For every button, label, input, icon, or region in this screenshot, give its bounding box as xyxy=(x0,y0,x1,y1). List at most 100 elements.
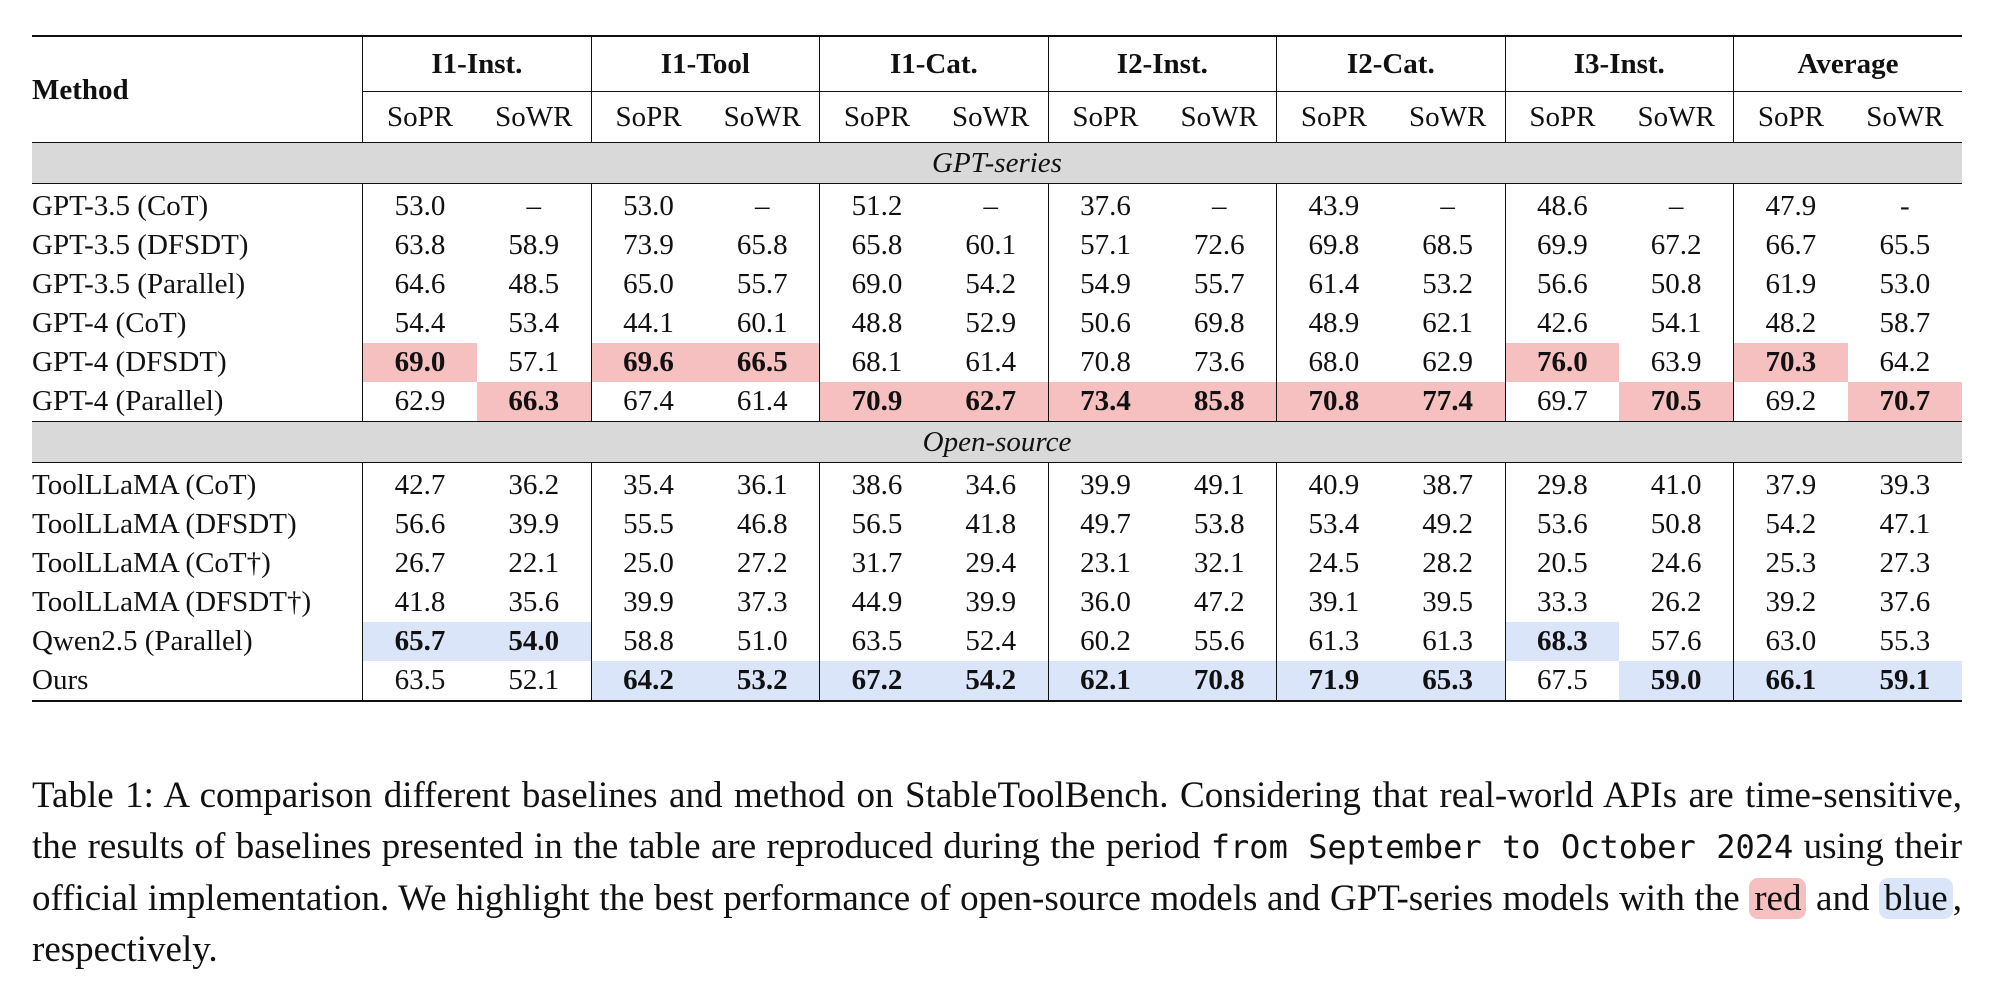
group-header-row: Method I1-Inst. I1-Tool I1-Cat. I2-Inst. I2-… xyxy=(32,35,1962,143)
value-cell-i2-cat-sopr: 40.9 xyxy=(1276,462,1391,505)
value-cell-i1-inst-sowr: 54.0 xyxy=(476,622,592,661)
value-cell-average-sowr: 70.7 xyxy=(1847,382,1962,422)
value-cell-i1-cat-sowr: 54.2 xyxy=(933,661,1049,702)
table-body: GPT-series GPT-3.5 (CoT) 53.0–53.0–51.2–37… xyxy=(32,142,1962,702)
metric-header-i3-inst-sopr: SoPR xyxy=(1504,91,1620,143)
value-cell-i1-tool-sopr: 35.4 xyxy=(590,462,706,505)
value-cell-i2-cat-sopr: 24.5 xyxy=(1276,544,1391,583)
value-cell-i3-inst-sowr: 57.6 xyxy=(1650,625,1702,657)
metric-header-i2-cat-sowr: SoWR xyxy=(1409,101,1487,133)
value-cell-i2-cat-sopr: 61.3 xyxy=(1276,622,1391,661)
table-row: GPT-4 (DFSDT) 69.0 57.1 69.6 66.5 68.1 61.4 70.… xyxy=(32,343,1962,382)
value-cell-i2-inst-sopr: 23.1 xyxy=(1047,544,1163,583)
table-row: GPT-3.5 (CoT) 53.0–53.0–51.2–37.6–43.9–48… xyxy=(32,183,1962,226)
value-cell-i1-cat-sopr: 68.1 xyxy=(819,343,934,382)
value-cell-i1-cat-sopr: 48.8 xyxy=(819,304,934,343)
value-cell-i2-cat-sopr: 70.8 xyxy=(1276,382,1391,422)
value-cell-i1-cat-sopr: 70.9 xyxy=(819,382,934,422)
value-cell-i3-inst-sowr: 63.9 xyxy=(1650,346,1702,378)
value-cell-i2-inst-sowr: 73.6 xyxy=(1193,346,1245,378)
value-cell-i2-cat-sowr: – xyxy=(1440,190,1455,222)
table-row: GPT-4 (CoT) 54.4 53.4 44.1 60.1 48.8 52.9 50.6 6… xyxy=(32,304,1962,343)
value-cell-i2-inst-sowr: 53.8 xyxy=(1193,508,1245,540)
group-header-average: Average xyxy=(1733,35,1962,92)
value-cell-i2-inst-sopr: 70.8 xyxy=(1047,343,1163,382)
value-cell-i3-inst-sopr: 53.6 xyxy=(1504,505,1620,544)
value-cell-i1-tool-sopr: 65.0 xyxy=(590,265,706,304)
value-cell-i2-cat-sowr: 39.5 xyxy=(1422,586,1474,618)
value-cell-i3-inst-sopr: 29.8 xyxy=(1504,462,1620,505)
metric-header-i1-cat-sowr: SoWR xyxy=(952,101,1030,133)
value-cell-i1-inst-sopr: 53.0 xyxy=(362,183,477,226)
value-cell-average-sowr: 64.2 xyxy=(1879,346,1931,378)
value-cell-average-sopr: 69.2 xyxy=(1733,382,1848,422)
value-cell-i1-cat-sopr: 51.2 xyxy=(819,183,934,226)
value-cell-i2-cat-sowr: 61.3 xyxy=(1422,625,1474,657)
value-cell-i3-inst-sopr: 42.6 xyxy=(1504,304,1620,343)
value-cell-average-sopr: 47.9 xyxy=(1733,183,1848,226)
value-cell-i1-tool-sowr: 61.4 xyxy=(736,385,788,417)
caption-red-swatch: red xyxy=(1749,878,1807,919)
value-cell-i2-inst-sopr: 57.1 xyxy=(1047,226,1163,265)
value-cell-i1-cat-sopr: 69.0 xyxy=(819,265,934,304)
value-cell-i3-inst-sowr: 26.2 xyxy=(1650,586,1702,618)
value-cell-i1-inst-sowr: 22.1 xyxy=(508,547,560,579)
value-cell-i1-inst-sopr: 63.5 xyxy=(362,661,477,702)
value-cell-i1-tool-sopr: 44.1 xyxy=(590,304,706,343)
group-header-i1-cat: I1-Cat. xyxy=(819,35,1049,92)
metric-header-i2-cat-sopr: SoPR xyxy=(1276,91,1391,143)
value-cell-i1-tool-sopr: 73.9 xyxy=(590,226,706,265)
value-cell-i2-cat-sowr: 62.1 xyxy=(1422,307,1474,339)
method-cell: ToolLLaMA (CoT†) xyxy=(32,544,364,583)
value-cell-i1-cat-sowr: – xyxy=(983,190,998,222)
value-cell-average-sowr: 37.6 xyxy=(1879,586,1931,618)
section-title: Open-source xyxy=(32,421,1962,463)
value-cell-i1-cat-sowr: 62.7 xyxy=(933,382,1049,422)
results-table-container: Method I1-Inst. I1-Tool I1-Cat. I2-Inst. I2-… xyxy=(32,35,1962,702)
value-cell-i2-cat-sopr: 69.8 xyxy=(1276,226,1391,265)
value-cell-i2-inst-sowr: – xyxy=(1211,190,1227,222)
value-cell-i1-inst-sowr: 48.5 xyxy=(508,268,560,300)
value-cell-i1-inst-sowr: 36.2 xyxy=(508,469,560,501)
value-cell-i1-tool-sowr: 55.7 xyxy=(736,268,788,300)
value-cell-i1-cat-sowr: 61.4 xyxy=(965,346,1017,378)
section-title: GPT-series xyxy=(32,142,1962,184)
results-table: Method I1-Inst. I1-Tool I1-Cat. I2-Inst. I2-… xyxy=(32,35,1962,702)
value-cell-i2-inst-sopr: 36.0 xyxy=(1047,583,1163,622)
value-cell-i1-tool-sowr: 51.0 xyxy=(736,625,788,657)
value-cell-average-sopr: 54.2 xyxy=(1733,505,1848,544)
value-cell-average-sowr: 55.3 xyxy=(1879,625,1931,657)
value-cell-i1-tool-sopr: 39.9 xyxy=(590,583,706,622)
caption-blue-swatch: blue xyxy=(1879,878,1953,919)
value-cell-i3-inst-sopr: 20.5 xyxy=(1504,544,1620,583)
table-row: ToolLLaMA (CoT) 42.7 36.2 35.4 36.1 38.6 34.6 3… xyxy=(32,462,1962,505)
table-row: GPT-3.5 (Parallel) 64.6 48.5 65.0 55.7 69.0 54… xyxy=(32,265,1962,304)
value-cell-i1-cat-sopr: 44.9 xyxy=(819,583,934,622)
value-cell-i2-inst-sopr: 60.2 xyxy=(1047,622,1163,661)
table-row: ToolLLaMA (CoT†) 26.7 22.1 25.0 27.2 31.7 29.4… xyxy=(32,544,1962,583)
value-cell-i1-inst-sopr: 42.7 xyxy=(362,462,477,505)
metric-header-i3-inst-sowr: SoWR xyxy=(1637,101,1715,133)
value-cell-i1-tool-sopr: 69.6 xyxy=(590,343,706,382)
group-header-i1-tool: I1-Tool xyxy=(590,35,820,92)
value-cell-i2-inst-sowr: 55.6 xyxy=(1193,625,1245,657)
value-cell-i3-inst-sopr: 33.3 xyxy=(1504,583,1620,622)
value-cell-i2-inst-sowr: 70.8 xyxy=(1162,661,1277,702)
value-cell-i3-inst-sowr: 50.8 xyxy=(1650,268,1702,300)
value-cell-i2-cat-sopr: 43.9 xyxy=(1276,183,1391,226)
value-cell-i3-inst-sopr: 69.9 xyxy=(1504,226,1620,265)
value-cell-i1-inst-sopr: 62.9 xyxy=(362,382,477,422)
metric-header-i1-inst-sowr: SoWR xyxy=(495,101,573,133)
value-cell-i1-tool-sowr: 37.3 xyxy=(736,586,788,618)
value-cell-i2-inst-sowr: 55.7 xyxy=(1193,268,1245,300)
value-cell-i3-inst-sowr: 54.1 xyxy=(1650,307,1702,339)
value-cell-i2-cat-sopr: 39.1 xyxy=(1276,583,1391,622)
value-cell-i2-cat-sopr: 71.9 xyxy=(1276,661,1391,702)
value-cell-i1-tool-sowr: 36.1 xyxy=(736,469,788,501)
value-cell-average-sopr: 66.7 xyxy=(1733,226,1848,265)
method-header: Method xyxy=(32,35,364,143)
value-cell-i3-inst-sopr: 68.3 xyxy=(1504,622,1620,661)
value-cell-i3-inst-sowr: 59.0 xyxy=(1619,661,1734,702)
value-cell-i1-cat-sowr: 52.9 xyxy=(965,307,1017,339)
value-cell-i1-inst-sopr: 26.7 xyxy=(362,544,477,583)
